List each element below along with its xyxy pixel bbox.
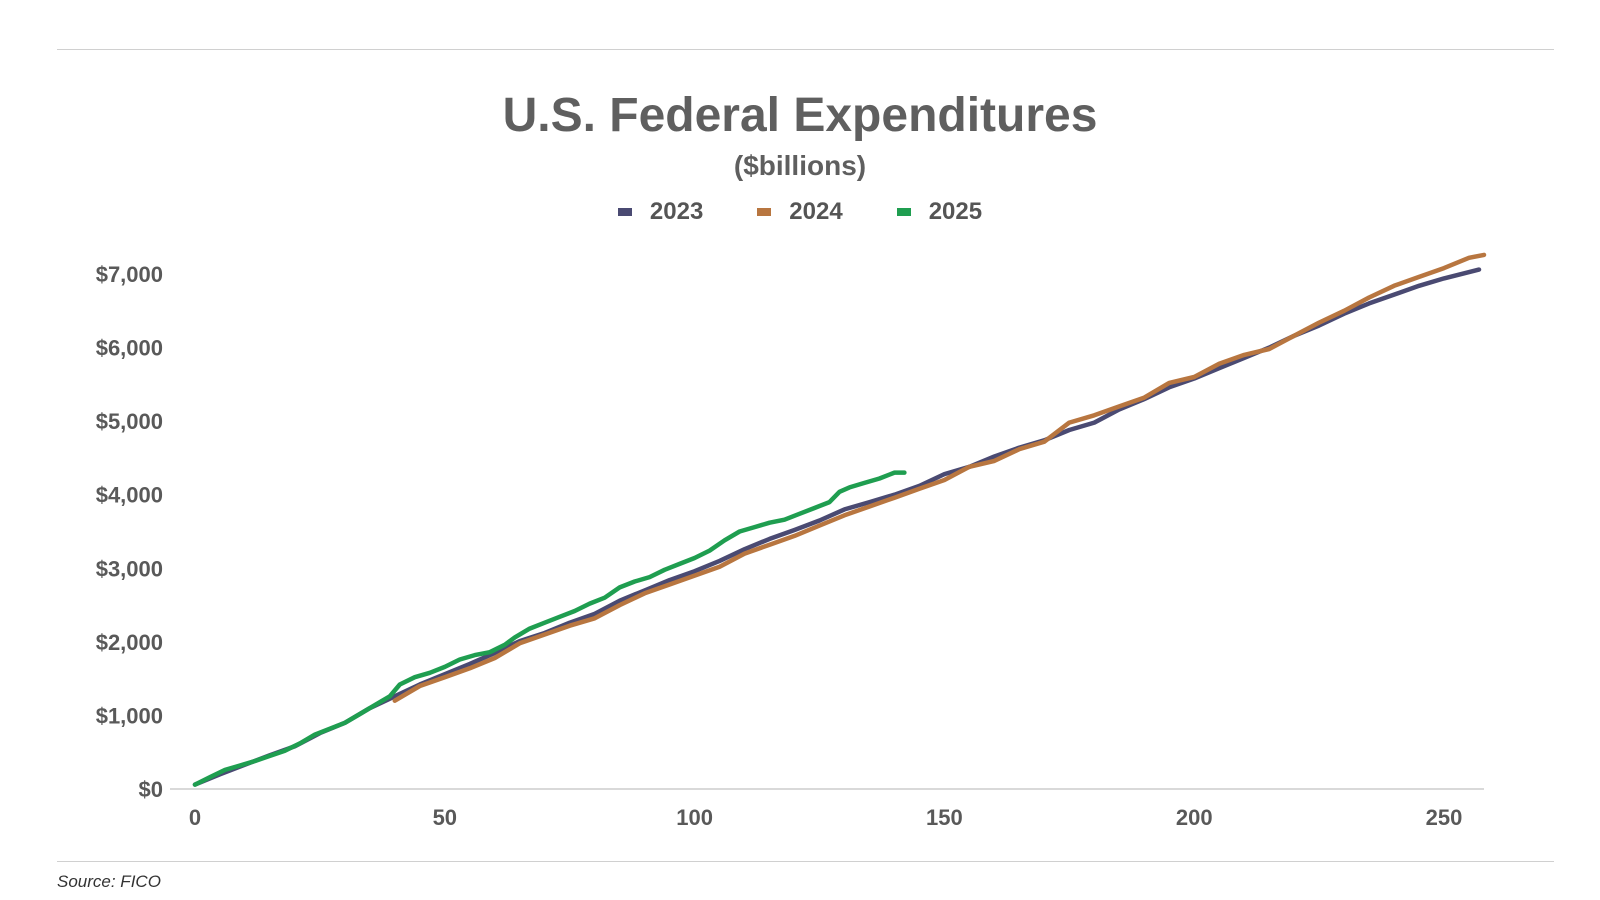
- legend-swatch-2024: [757, 208, 772, 216]
- bottom-divider: [57, 861, 1554, 862]
- x-tick-label: 50: [433, 805, 457, 830]
- y-axis: $0 $1,000 $2,000 $3,000 $4,000 $5,000 $6,000 $7…: [96, 262, 163, 802]
- y-tick-label: $6,000: [96, 336, 163, 361]
- legend-swatch-2023: [617, 208, 632, 216]
- y-tick-label: $7,000: [96, 262, 163, 287]
- y-tick-label: $5,000: [96, 409, 163, 434]
- legend-label-2023: 2023: [649, 198, 704, 225]
- y-tick-label: $0: [139, 777, 163, 802]
- legend-label-2024: 2024: [789, 198, 843, 225]
- x-tick-label: 100: [676, 805, 713, 830]
- series-line-2025: [192, 470, 907, 787]
- legend-item-2025: 2025: [896, 198, 983, 226]
- top-divider: [57, 49, 1554, 50]
- x-axis: 0 50 100 150 200 250: [189, 805, 1463, 830]
- legend-label-2025: 2025: [928, 198, 983, 225]
- series-line-2023: [192, 267, 1482, 787]
- x-tick-label: 200: [1176, 805, 1213, 830]
- y-tick-label: $4,000: [96, 483, 163, 508]
- y-tick-label: $2,000: [96, 630, 163, 655]
- legend-item-2024: 2024: [757, 198, 843, 226]
- y-tick-label: $3,000: [96, 556, 163, 581]
- legend-item-2023: 2023: [617, 198, 704, 226]
- series-line-2024: [392, 252, 1487, 703]
- x-tick-label: 250: [1426, 805, 1463, 830]
- chart-subtitle: ($billions): [733, 150, 867, 181]
- source-note: Source: FICO: [57, 872, 161, 891]
- x-tick-label: 0: [189, 805, 201, 830]
- legend-swatch-2025: [896, 208, 911, 216]
- series-layer: [192, 252, 1487, 787]
- legend: 2023 2024 2025: [0, 198, 1600, 226]
- y-tick-label: $1,000: [96, 703, 163, 728]
- x-tick-label: 150: [926, 805, 963, 830]
- chart-title: U.S. Federal Expenditures: [502, 89, 1098, 142]
